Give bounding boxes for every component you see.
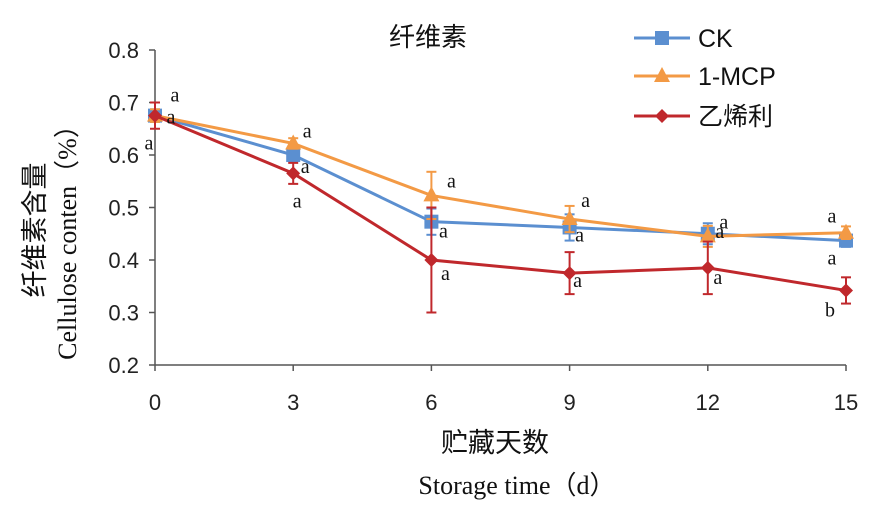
ethephon-marker <box>562 266 577 281</box>
ck-marker <box>655 31 669 45</box>
ethephon-marker <box>424 253 439 267</box>
series-line-ethephon <box>154 114 847 292</box>
legend-label-mcp: 1-MCP <box>698 63 776 91</box>
significance-label: a <box>303 120 312 142</box>
mcp-marker <box>423 186 440 202</box>
x-tick-label: 6 <box>425 390 437 415</box>
significance-label: a <box>301 156 310 178</box>
y-axis-label-en: Cellulose conten（%） <box>53 112 82 360</box>
y-tick-label: 0.2 <box>108 353 139 378</box>
x-tick-label: 3 <box>287 390 299 415</box>
y-tick-label: 0.6 <box>108 143 139 168</box>
x-axis-label-en: Storage time（d） <box>418 471 615 500</box>
significance-label: a <box>573 270 582 292</box>
series-line-mcp <box>154 114 847 238</box>
significance-label: a <box>575 224 584 246</box>
significance-label: a <box>167 107 176 129</box>
series-mcp <box>147 106 854 248</box>
series-ethephon <box>148 101 853 314</box>
legend-label-ethephon: 乙烯利 <box>698 103 773 131</box>
ethephon-marker <box>655 109 669 123</box>
significance-label: a <box>293 190 302 212</box>
significance-label: a <box>171 85 180 107</box>
significance-label: a <box>581 190 590 212</box>
x-tick-label: 0 <box>149 390 161 415</box>
legend: CK 1-MCP 乙烯利 <box>634 25 776 131</box>
mcp-marker <box>699 227 716 243</box>
y-tick-label: 0.4 <box>108 248 139 273</box>
chart-title: 纤维素 <box>389 22 467 52</box>
x-axis-label-cn: 贮藏天数 <box>441 428 549 458</box>
significance-label: a <box>713 267 722 289</box>
y-tick-label: 0.3 <box>108 301 139 326</box>
ethephon-marker <box>148 108 162 123</box>
significance-label: a <box>145 133 154 155</box>
legend-label-ck: CK <box>698 25 733 53</box>
series-line-ck <box>154 114 847 243</box>
ethephon-marker <box>286 166 301 181</box>
x-tick-label: 12 <box>696 390 720 415</box>
significance-label: a <box>439 221 448 243</box>
ethephon-marker <box>839 283 853 298</box>
significance-label: a <box>441 263 450 285</box>
mcp-marker <box>838 223 854 239</box>
y-axis-label-cn: 纤维素含量 <box>20 163 50 298</box>
significance-label: a <box>447 170 456 192</box>
mcp-marker <box>654 67 670 82</box>
y-tick-label: 0.7 <box>108 91 139 116</box>
significance-label: a <box>828 206 837 228</box>
mcp-marker <box>561 210 578 226</box>
ethephon-marker <box>700 260 715 275</box>
significance-label: a <box>715 221 724 243</box>
ck-marker <box>286 148 301 162</box>
y-tick-label: 0.5 <box>108 196 139 221</box>
significance-label: a <box>828 248 837 270</box>
x-tick-label: 15 <box>834 390 858 415</box>
significance-label: b <box>825 299 835 321</box>
mcp-marker <box>285 134 302 150</box>
y-tick-label: 0.8 <box>108 38 139 63</box>
significance-label: a <box>719 211 728 233</box>
x-tick-label: 9 <box>563 390 575 415</box>
